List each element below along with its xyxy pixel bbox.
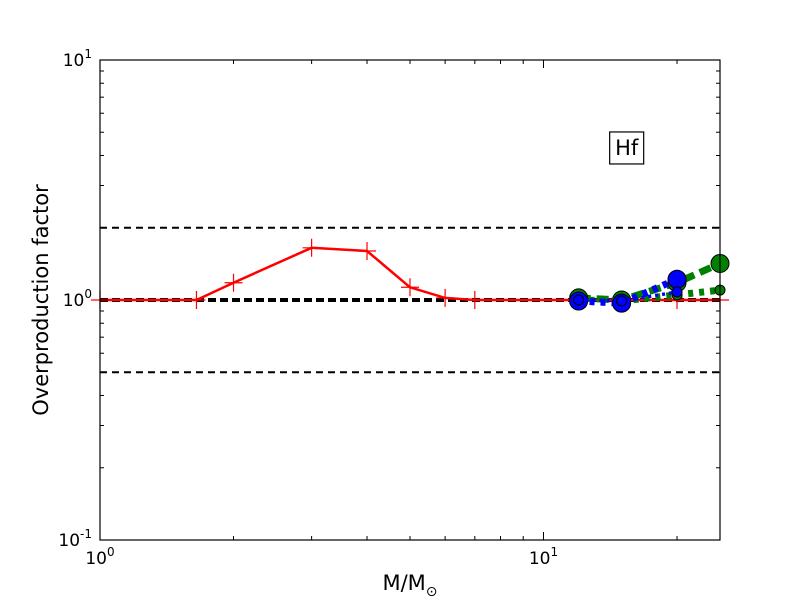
x-tick-label-0: 100	[85, 545, 114, 569]
series-0-point-2	[224, 273, 243, 292]
series-0-point-5	[401, 278, 419, 297]
plot-frame	[99, 59, 721, 541]
series-4-point-1	[616, 295, 628, 307]
series-1-line	[578, 260, 722, 304]
y-tick-label-1: 100	[63, 287, 92, 311]
annotation-label: Hf	[615, 136, 639, 160]
y-tick-label-2: 101	[63, 47, 92, 71]
series-3-point-2	[667, 269, 687, 289]
series-0-point-1	[187, 291, 206, 309]
series-0-point-4	[358, 242, 377, 261]
series-4-point-0	[573, 294, 585, 306]
series-3	[569, 269, 687, 313]
x-tick-label-1: 101	[529, 545, 558, 569]
annotation-box: Hf	[609, 131, 645, 165]
series-layer	[91, 238, 730, 313]
x-axis-label: M/M⊙	[382, 571, 437, 600]
series-0-point-6	[436, 288, 455, 307]
series-4	[573, 286, 683, 307]
series-0-point-3	[302, 238, 321, 257]
series-4-point-2	[671, 286, 683, 298]
y-tick-label-0: 10-1	[58, 527, 92, 551]
y-axis-label: Overproduction factor	[29, 184, 53, 416]
x-axis-label-subscript: ⊙	[426, 584, 438, 600]
series-0-point-7	[465, 291, 484, 309]
